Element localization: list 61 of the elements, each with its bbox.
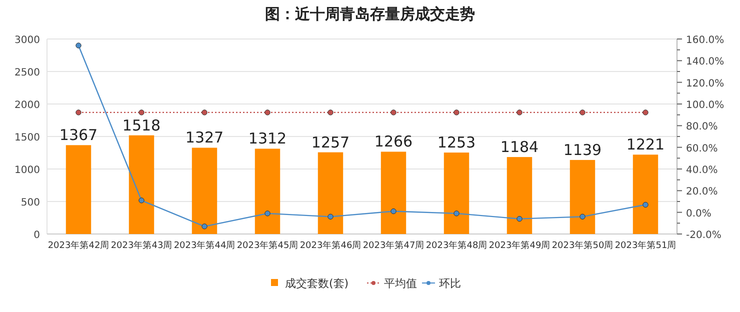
point bbox=[390, 208, 396, 214]
data-label: 1327 bbox=[185, 128, 224, 147]
bar bbox=[66, 145, 92, 234]
point bbox=[580, 214, 586, 220]
data-label: 1312 bbox=[248, 130, 287, 148]
bar bbox=[192, 148, 218, 234]
bar bbox=[128, 135, 154, 234]
data-label: 1257 bbox=[311, 133, 350, 152]
y2-tick-label: 160.0% bbox=[686, 35, 724, 46]
point bbox=[264, 210, 270, 216]
data-label: 1184 bbox=[500, 138, 539, 156]
bar bbox=[444, 152, 470, 234]
bar bbox=[632, 154, 658, 234]
y-tick-label: 3000 bbox=[14, 35, 40, 46]
y-tick-label: 1000 bbox=[14, 165, 40, 176]
y-tick-label: 0 bbox=[34, 230, 40, 241]
point bbox=[454, 210, 460, 216]
x-tick-label: 2023年第48周 bbox=[426, 240, 488, 251]
legend-label: 平均值 bbox=[384, 277, 417, 290]
point bbox=[202, 224, 208, 230]
x-tick-label: 2023年第50周 bbox=[552, 240, 614, 251]
y2-tick-label: 140.0% bbox=[686, 56, 724, 68]
x-tick-label: 2023年第47周 bbox=[362, 240, 424, 251]
data-label: 1266 bbox=[374, 132, 413, 151]
point bbox=[138, 198, 144, 204]
y-tick-label: 2500 bbox=[14, 68, 40, 78]
y2-tick-label: 20.0% bbox=[686, 186, 718, 198]
y2-tick-label: 40.0% bbox=[686, 165, 718, 176]
legend-label: 成交套数(套) bbox=[285, 277, 349, 290]
x-tick-label: 2023年第49周 bbox=[488, 240, 550, 251]
x-tick-label: 2023年第42周 bbox=[48, 240, 110, 251]
y-tick-label: 2000 bbox=[14, 100, 40, 111]
y-tick-label: 500 bbox=[20, 198, 40, 208]
y2-tick-label: 100.0% bbox=[686, 100, 724, 111]
data-label: 1367 bbox=[59, 126, 98, 144]
chart-title: 图：近十周青岛存量房成交走势 bbox=[265, 5, 475, 23]
point bbox=[516, 216, 522, 222]
bar bbox=[380, 152, 406, 234]
x-tick-label: 2023年第45周 bbox=[236, 240, 298, 251]
y2-tick-label: 120.0% bbox=[686, 78, 724, 90]
x-tick-label: 2023年第44周 bbox=[174, 240, 236, 251]
bar bbox=[254, 148, 280, 234]
y-tick-label: 1500 bbox=[14, 132, 40, 144]
point bbox=[642, 202, 648, 208]
point bbox=[328, 214, 334, 220]
x-tick-label: 2023年第43周 bbox=[110, 240, 172, 251]
y2-tick-label: 0.0% bbox=[686, 208, 712, 220]
data-label: 1139 bbox=[563, 140, 602, 159]
y2-tick-label: 60.0% bbox=[686, 143, 718, 154]
x-tick-label: 2023年第46周 bbox=[300, 240, 362, 251]
data-label: 1253 bbox=[437, 134, 476, 152]
legend-label: 环比 bbox=[439, 277, 461, 290]
bar bbox=[570, 160, 596, 234]
point bbox=[76, 42, 82, 48]
bar bbox=[506, 157, 532, 234]
data-label: 1221 bbox=[626, 136, 665, 154]
y2-tick-label: 80.0% bbox=[686, 122, 718, 133]
x-tick-label: 2023年第51周 bbox=[614, 240, 676, 251]
data-label: 1518 bbox=[122, 116, 161, 134]
bar bbox=[318, 152, 344, 234]
y2-tick-label: -20.0% bbox=[686, 230, 722, 241]
